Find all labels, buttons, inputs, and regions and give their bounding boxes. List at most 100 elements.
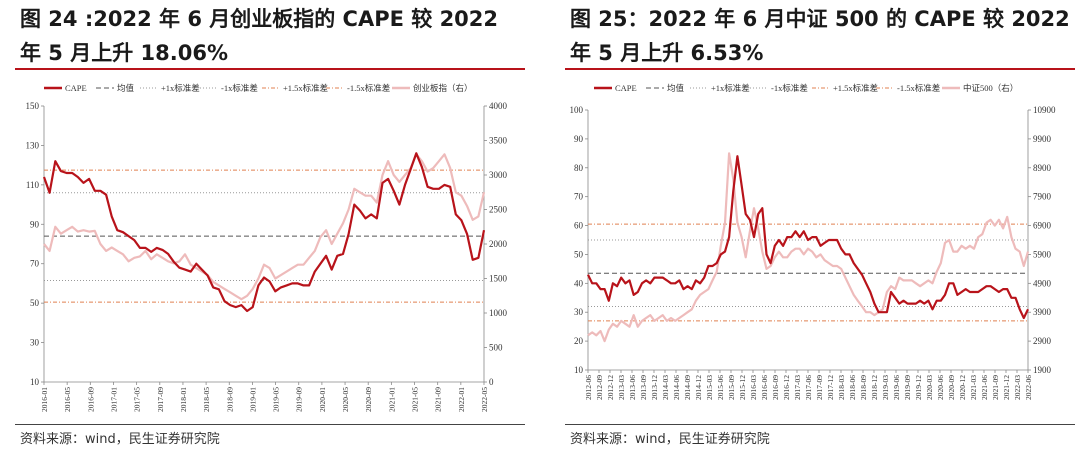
x-tick-label: 2016-09: [86, 387, 95, 412]
legend-label-index: 中证500（右）: [963, 83, 1018, 93]
legend-label-minus1: -1x标准差: [221, 83, 258, 93]
y-right-tick-label: 3000: [489, 170, 508, 180]
y-right-tick-label: 8900: [1033, 163, 1052, 173]
legend-label-plus15: +1.5x标准差: [283, 83, 328, 93]
x-tick-label: 2015-09: [727, 375, 736, 400]
y-left-tick-label: 90: [30, 219, 40, 229]
legend-label-cape: CAPE: [615, 83, 637, 93]
x-tick-label: 2013-12: [650, 375, 659, 400]
x-tick-label: 2021-01: [387, 387, 396, 412]
x-tick-label: 2018-01: [179, 387, 188, 412]
series-line-cape: [42, 152, 486, 313]
x-tick-label: 2018-12: [870, 375, 879, 400]
x-tick-label: 2013-03: [617, 375, 626, 400]
y-left-tick-label: 10: [30, 377, 40, 387]
x-tick-label: 2021-12: [1002, 375, 1011, 400]
y-right-tick-label: 1000: [489, 308, 508, 318]
legend-label-cape: CAPE: [65, 83, 87, 93]
y-left-tick-label: 90: [574, 134, 584, 144]
x-tick-label: 2014-12: [694, 375, 703, 400]
x-tick-label: 2017-09: [815, 375, 824, 400]
y-right-tick-label: 3500: [489, 136, 508, 146]
x-tick-label: 2019-09: [903, 375, 912, 400]
x-tick-label: 2016-06: [760, 375, 769, 400]
x-tick-label: 2012-12: [606, 375, 615, 400]
y-left-tick-label: 50: [574, 249, 584, 259]
x-tick-label: 2018-09: [225, 387, 234, 412]
x-tick-label: 2013-06: [628, 375, 637, 400]
x-tick-label: 2014-09: [683, 375, 692, 400]
x-tick-label: 2019-01: [248, 387, 257, 412]
y-right-tick-label: 500: [489, 343, 503, 353]
x-tick-label: 2016-09: [771, 375, 780, 400]
y-right-tick-label: 9900: [1033, 134, 1052, 144]
x-tick-label: 2015-03: [705, 375, 714, 400]
x-tick-label: 2015-12: [738, 375, 747, 400]
x-tick-label: 2017-09: [156, 387, 165, 412]
chart-title: 图 24 :2022 年 6 月创业板指的 CAPE 较 2022 年 5 月上…: [20, 7, 499, 65]
y-left-tick-label: 20: [574, 336, 584, 346]
x-tick-label: 2015-06: [716, 375, 725, 400]
x-tick-label: 2021-09: [434, 387, 443, 412]
y-right-tick-label: 2500: [489, 205, 508, 215]
y-left-tick-label: 10: [574, 365, 584, 375]
y-left-tick-label: 130: [26, 140, 40, 150]
x-tick-label: 2016-12: [782, 375, 791, 400]
x-tick-label: 2018-03: [837, 375, 846, 400]
x-tick-label: 2017-06: [804, 375, 813, 400]
x-tick-label: 2021-05: [411, 387, 420, 412]
x-tick-label: 2016-05: [63, 387, 72, 412]
y-left-tick-label: 70: [30, 259, 40, 269]
chart-panel-left: 图 24 :2022 年 6 月创业板指的 CAPE 较 2022 年 5 月上…: [0, 0, 530, 450]
x-tick-label: 2017-12: [826, 375, 835, 400]
y-right-tick-label: 4900: [1033, 278, 1052, 288]
x-tick-label: 2020-09: [947, 375, 956, 400]
x-tick-label: 2019-03: [881, 375, 890, 400]
legend-label-minus1: -1x标准差: [771, 83, 808, 93]
y-right-tick-label: 4000: [489, 101, 508, 111]
legend-label-minus15: -1.5x标准差: [897, 83, 940, 93]
series-line-cape: [587, 155, 1029, 320]
y-right-tick-label: 6900: [1033, 221, 1052, 231]
y-left-tick-label: 30: [30, 338, 40, 348]
y-right-tick-label: 0: [489, 377, 494, 387]
series-line-index: [587, 152, 1030, 343]
x-tick-label: 2019-06: [892, 375, 901, 400]
y-left-tick-label: 80: [574, 163, 584, 173]
x-tick-label: 2018-06: [848, 375, 857, 400]
y-right-tick-label: 10900: [1033, 105, 1056, 115]
y-right-tick-label: 1900: [1033, 365, 1052, 375]
source-rule: [15, 424, 525, 425]
y-right-tick-label: 1500: [489, 274, 508, 284]
x-tick-label: 2019-12: [914, 375, 923, 400]
chart-title: 图 25：2022 年 6 月中证 500 的 CAPE 较 2022 年 5 …: [570, 7, 1070, 65]
y-right-tick-label: 2900: [1033, 336, 1052, 346]
x-tick-label: 2016-01: [40, 387, 49, 412]
x-tick-label: 2021-09: [991, 375, 1000, 400]
x-tick-label: 2016-03: [749, 375, 758, 400]
x-tick-label: 2012-09: [595, 375, 604, 400]
legend-label-plus1: +1x标准差: [711, 83, 750, 93]
x-tick-label: 2019-05: [272, 387, 281, 412]
y-left-tick-label: 30: [574, 307, 584, 317]
y-left-tick-label: 50: [30, 298, 40, 308]
x-tick-label: 2019-09: [295, 387, 304, 412]
y-right-tick-label: 7900: [1033, 192, 1052, 202]
y-right-tick-label: 5900: [1033, 249, 1052, 259]
legend-label-plus15: +1.5x标准差: [833, 83, 878, 93]
y-left-tick-label: 110: [26, 180, 40, 190]
y-left-tick-label: 70: [574, 192, 584, 202]
x-tick-label: 2018-05: [202, 387, 211, 412]
y-left-tick-label: 100: [570, 105, 584, 115]
x-tick-label: 2020-12: [958, 375, 967, 400]
y-right-tick-label: 2000: [489, 239, 508, 249]
line-chart-left: CAPE 均值 +1x标准差 -1x标准差 +1.5x标准差 -1.5x标准差 创业板指（右…: [26, 83, 508, 412]
title-rule: [15, 68, 525, 70]
source-rule: [565, 424, 1075, 425]
legend-label-plus1: +1x标准差: [161, 83, 200, 93]
x-tick-label: 2018-09: [859, 375, 868, 400]
x-tick-label: 2020-09: [364, 387, 373, 412]
source-note: 资料来源：wind，民生证券研究院: [570, 432, 770, 447]
x-tick-label: 2020-01: [318, 387, 327, 412]
x-tick-label: 2012-06: [584, 375, 593, 400]
